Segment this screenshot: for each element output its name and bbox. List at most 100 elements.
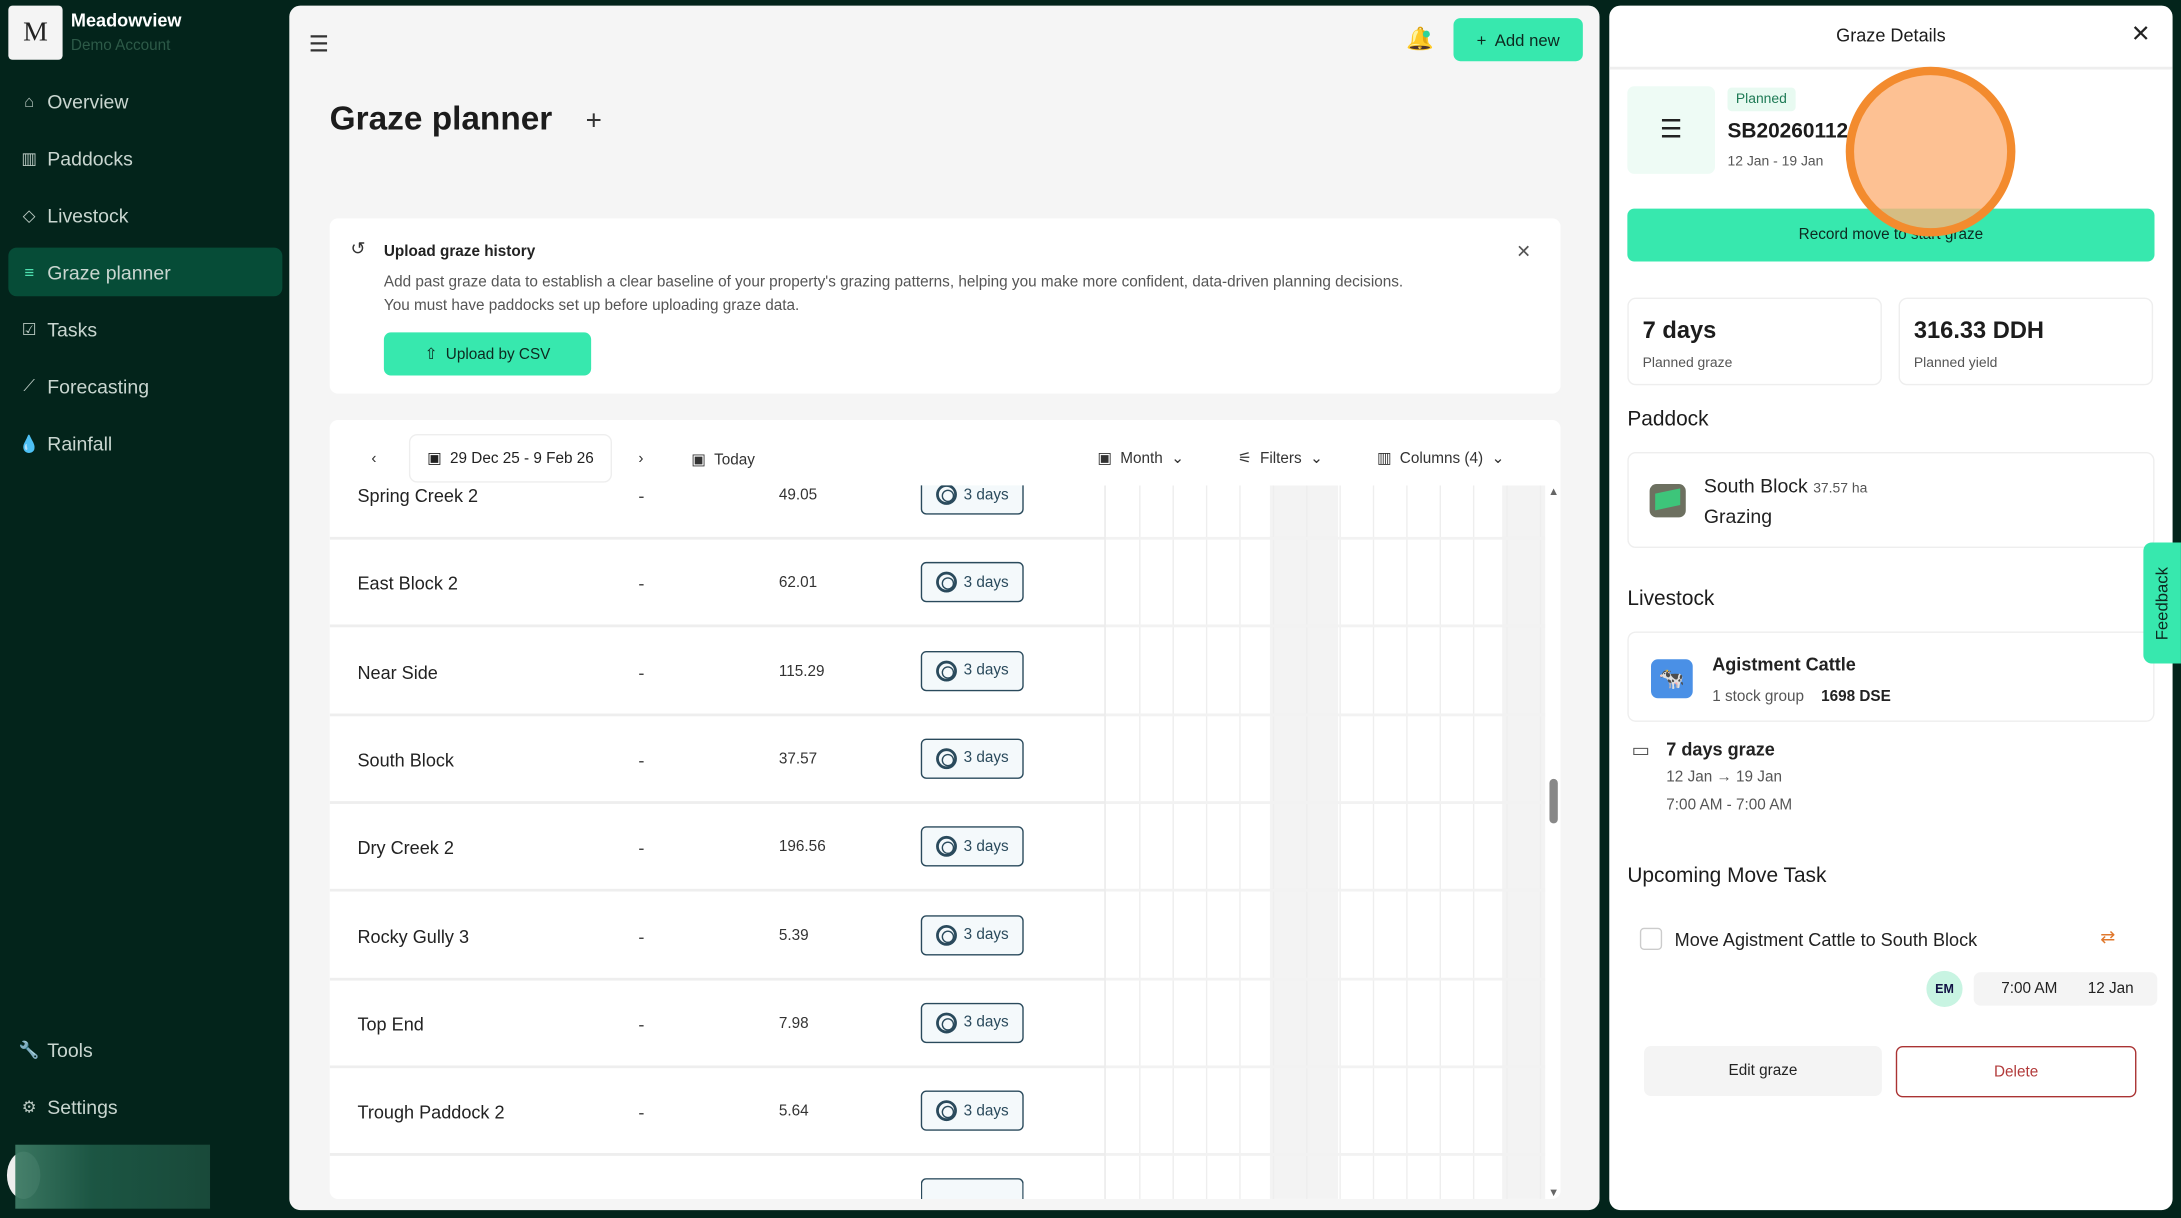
rest-days-badge[interactable]: 3 days [920, 738, 1024, 779]
paddock-area: 5.39 [778, 927, 809, 944]
page-title: Graze planner [329, 100, 553, 138]
filters-label: Filters [1259, 449, 1302, 467]
scrollbar[interactable]: ▲ ▼ [1548, 485, 1560, 1199]
stat-value: 7 days [1642, 317, 1717, 344]
graze-dates: 12 Jan → 19 Jan [1666, 769, 1782, 786]
livestock-dse: 1698 DSE [1821, 688, 1891, 706]
paddock-card[interactable]: South Block 37.57 ha Grazing [1627, 452, 2155, 549]
row-gridline [1105, 624, 1546, 628]
graze-details-panel: Graze Details ✕ ☰ Planned SB20260112 12 … [1609, 5, 2173, 1211]
menu-icon[interactable]: ☰ [308, 33, 329, 58]
add-new-label: Add new [1494, 29, 1560, 50]
view-select[interactable]: ▣ Month ⌄ [1097, 449, 1184, 467]
lifebuoy-icon [935, 748, 957, 770]
home-icon: ⌂ [24, 91, 35, 111]
sidebar-item-rainfall[interactable]: 💧 Rainfall [8, 419, 282, 468]
lifebuoy-icon [935, 485, 957, 505]
org-logo[interactable]: M [8, 5, 63, 60]
row-dash: - [638, 661, 645, 683]
sidebar-item-settings[interactable]: ⚙ Settings [8, 1082, 282, 1131]
row-gridline [1105, 712, 1546, 716]
rest-days-badge[interactable]: 3 days [920, 1002, 1024, 1043]
org-name: Meadowview [70, 9, 182, 31]
sidebar-item-livestock[interactable]: ◇ Livestock [8, 191, 282, 240]
table-row[interactable]: East Block 2 - 62.01 3 days [329, 540, 1105, 628]
delete-button[interactable]: Delete [1895, 1045, 2137, 1098]
columns-button[interactable]: ▥ Columns (4) ⌄ [1377, 449, 1504, 467]
sidebar-item-tools[interactable]: 🔧 Tools [8, 1025, 282, 1074]
sliders-icon: ⚟ [1237, 450, 1252, 468]
table-row[interactable]: Top End - 7.98 3 days [329, 980, 1105, 1068]
today-button[interactable]: ▣ Today [691, 451, 755, 468]
day-gridline [1439, 485, 1441, 1199]
rest-days-badge[interactable]: 3 days [920, 826, 1024, 867]
date-range-picker[interactable]: ▣ 29 Dec 25 - 9 Feb 26 [408, 433, 612, 483]
sidebar-item-forecasting[interactable]: ⟋ Forecasting [8, 362, 282, 411]
weekend-shade [1502, 485, 1546, 1199]
divider [1609, 66, 2173, 70]
tag-icon: ◇ [22, 205, 36, 225]
close-icon[interactable]: ✕ [2130, 20, 2151, 48]
table-row[interactable]: Dry Creek 2 - 196.56 3 days [329, 804, 1105, 892]
add-new-button[interactable]: + Add new [1453, 18, 1583, 62]
table-row[interactable]: Trough Paddock 2 - 5.64 3 days [329, 1068, 1105, 1156]
day-gridline [1339, 485, 1341, 1199]
badge-label: 3 days [963, 574, 1009, 591]
rest-days-badge[interactable]: 3 days [920, 650, 1024, 691]
livestock-card[interactable]: 🐄 Agistment Cattle 1 stock group 1698 DS… [1627, 631, 2155, 722]
swap-icon[interactable]: ⇄ [2100, 926, 2116, 948]
graze-table-card: ‹ ▣ 29 Dec 25 - 9 Feb 26 › ▣ Today ▣ Month ⌄… [329, 420, 1561, 1199]
row-gridline [1105, 1153, 1546, 1156]
filters-button[interactable]: ⚟ Filters ⌄ [1238, 449, 1323, 467]
badge-label: 3 days [963, 1014, 1009, 1032]
chevron-down-icon: ⌄ [1309, 450, 1323, 468]
task-label[interactable]: Move Agistment Cattle to South Block [1674, 929, 1978, 950]
close-icon[interactable]: ✕ [1516, 240, 1532, 262]
paddock-rows: Spring Creek 2 - 49.05 3 days East Block … [329, 485, 1546, 1199]
org-subtitle: Demo Account [70, 37, 171, 55]
table-row[interactable]: Rocky Gully 3 - 5.39 3 days [329, 892, 1105, 980]
day-gridline [1172, 485, 1174, 1199]
feedback-tab[interactable]: Feedback [2143, 542, 2181, 664]
rest-days-badge[interactable] [920, 1178, 1024, 1199]
table-row-partial[interactable] [330, 1156, 1105, 1199]
table-row[interactable]: South Block - 37.57 3 days [329, 716, 1105, 804]
upload-csv-button[interactable]: ⇧ Upload by CSV [383, 332, 592, 376]
upload-icon: ⇧ [424, 346, 438, 364]
lifebuoy-icon [935, 660, 957, 681]
rest-days-badge[interactable]: 3 days [920, 914, 1024, 955]
task-heading: Upcoming Move Task [1627, 863, 1827, 888]
day-gridline [1239, 485, 1241, 1199]
row-dash: - [638, 749, 645, 771]
day-gridline [1506, 485, 1508, 1199]
row-dash: - [638, 1101, 645, 1123]
add-plan-button[interactable]: + [585, 105, 602, 137]
next-range-button[interactable]: › [638, 450, 644, 468]
sidebar-item-overview[interactable]: ⌂ Overview [8, 76, 282, 125]
sidebar-item-tasks[interactable]: ☑ Tasks [8, 305, 282, 354]
paddock-thumbnail [1649, 484, 1686, 518]
graze-range: 12 Jan - 19 Jan [1727, 154, 1824, 170]
stat-label: Planned yield [1913, 356, 1998, 372]
table-row[interactable]: Spring Creek 2 - 49.05 3 days [329, 485, 1105, 540]
bell-icon[interactable]: 🔔 [1406, 27, 1434, 52]
table-row[interactable]: Near Side - 115.29 3 days [329, 628, 1105, 716]
lifebuoy-icon [935, 836, 957, 858]
row-dash: - [638, 573, 645, 595]
livestock-heading: Livestock [1627, 586, 1715, 611]
graze-times: 7:00 AM - 7:00 AM [1666, 796, 1793, 814]
task-checkbox[interactable] [1639, 927, 1663, 950]
rest-days-badge[interactable]: 3 days [920, 485, 1024, 515]
prev-range-button[interactable]: ‹ [371, 450, 377, 468]
edit-graze-button[interactable]: Edit graze [1644, 1045, 1882, 1097]
task-date-chip[interactable]: 12 Jan [2064, 972, 2158, 1006]
rest-days-badge[interactable]: 3 days [920, 1090, 1024, 1131]
sidebar-item-paddocks[interactable]: ▥ Paddocks [8, 134, 282, 183]
paddock-name: Dry Creek 2 [357, 837, 454, 859]
scrollbar-thumb[interactable] [1549, 778, 1558, 824]
assignee-avatar: EM [1926, 970, 1963, 1008]
livestock-name: Agistment Cattle [1712, 653, 1856, 675]
sidebar-item-graze-planner[interactable]: ≡ Graze planner [8, 247, 283, 297]
user-profile-redacted[interactable] [15, 1144, 211, 1209]
rest-days-badge[interactable]: 3 days [920, 562, 1024, 603]
